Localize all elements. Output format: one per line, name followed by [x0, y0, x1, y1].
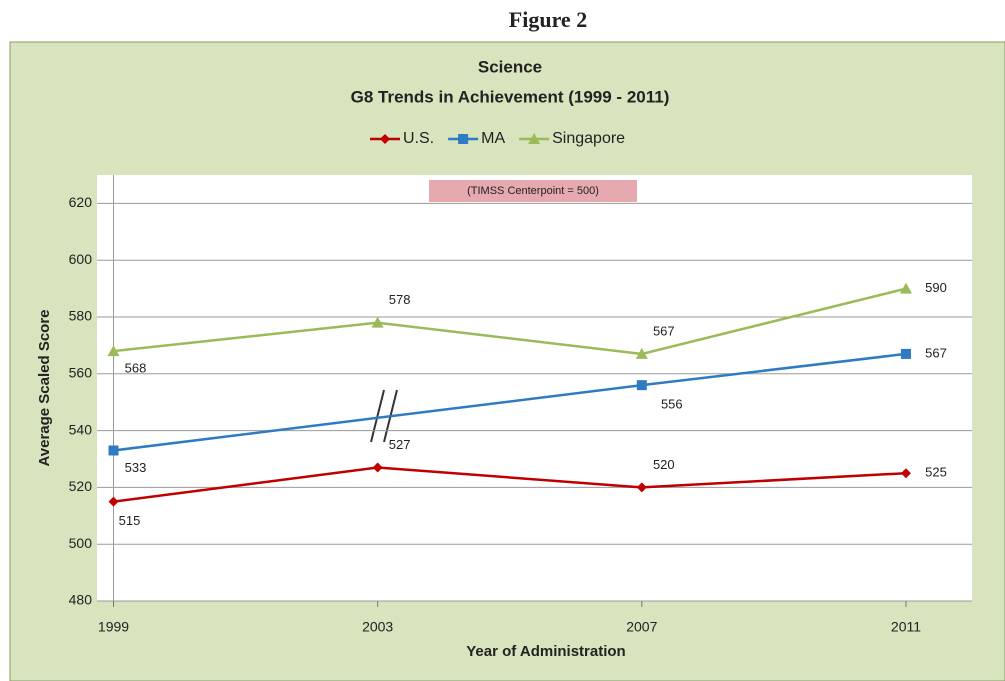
data-label: 533 — [125, 460, 147, 475]
data-label: 568 — [125, 361, 147, 376]
data-label: 525 — [925, 465, 947, 480]
data-label: 527 — [389, 437, 411, 452]
marker — [108, 496, 119, 507]
annotation-box — [429, 180, 637, 202]
data-label: 590 — [925, 280, 947, 295]
data-label: 567 — [925, 345, 947, 360]
marker — [372, 462, 383, 473]
legend-label: U.S. — [403, 130, 434, 147]
figure-label: Figure 2 — [509, 7, 587, 32]
x-tick-label: 2011 — [891, 619, 921, 635]
marker — [380, 134, 390, 144]
marker — [108, 445, 119, 456]
marker — [458, 134, 469, 144]
y-axis-label: Average Scaled Score — [36, 309, 53, 466]
x-tick-label: 1999 — [98, 619, 129, 635]
chart-title: Science — [478, 57, 542, 76]
y-tick-label: 560 — [69, 365, 93, 381]
y-tick-label: 580 — [69, 308, 93, 324]
y-tick-label: 540 — [69, 421, 93, 437]
marker — [528, 133, 541, 144]
marker — [371, 316, 384, 328]
legend-label: Singapore — [552, 130, 625, 147]
x-tick-label: 2003 — [362, 619, 393, 635]
data-label: 578 — [389, 292, 411, 307]
x-axis-label: Year of Administration — [466, 643, 625, 660]
y-tick-label: 480 — [69, 592, 93, 608]
data-label: 556 — [661, 397, 683, 412]
legend-label: MA — [481, 130, 505, 147]
plot-area — [97, 175, 972, 601]
marker — [899, 282, 912, 294]
y-tick-label: 620 — [69, 194, 93, 210]
marker — [635, 347, 648, 359]
y-tick-label: 520 — [69, 478, 93, 494]
y-tick-label: 600 — [69, 251, 93, 267]
x-tick-label: 2007 — [626, 619, 657, 635]
series-line — [113, 287, 907, 356]
marker — [636, 380, 647, 391]
series-line — [113, 466, 907, 503]
data-label: 567 — [653, 323, 675, 338]
marker — [636, 482, 647, 493]
data-label: 520 — [653, 457, 675, 472]
y-tick-label: 500 — [69, 535, 93, 551]
chart-subtitle: G8 Trends in Achievement (1999 - 2011) — [351, 87, 670, 106]
annotation: (TIMSS Centerpoint = 500) — [467, 185, 599, 197]
marker — [900, 468, 911, 479]
data-label: 515 — [119, 513, 141, 528]
marker — [107, 345, 120, 357]
marker — [900, 348, 911, 359]
